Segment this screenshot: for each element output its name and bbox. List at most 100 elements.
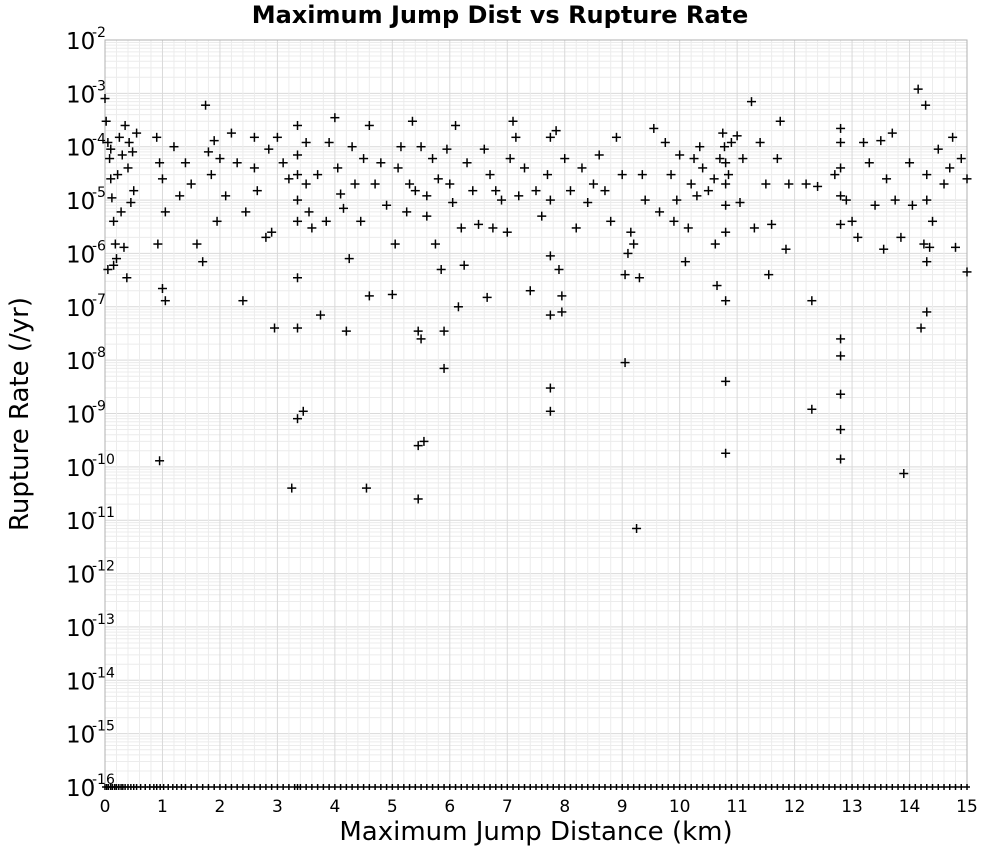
data-point bbox=[364, 120, 374, 130]
data-point bbox=[660, 137, 670, 147]
data-point bbox=[520, 163, 530, 173]
data-point bbox=[293, 170, 303, 180]
data-point bbox=[508, 116, 518, 126]
x-tick-label: 0 bbox=[100, 797, 111, 817]
y-tick-exponent: -2 bbox=[92, 25, 106, 41]
data-point bbox=[232, 158, 242, 168]
data-point bbox=[301, 137, 311, 147]
data-point bbox=[726, 137, 736, 147]
data-point bbox=[153, 239, 163, 249]
data-point bbox=[620, 358, 630, 368]
data-point bbox=[448, 198, 458, 208]
data-point bbox=[479, 144, 489, 154]
data-point bbox=[212, 216, 222, 226]
data-point bbox=[583, 198, 593, 208]
data-point bbox=[304, 207, 314, 217]
data-point bbox=[453, 302, 463, 312]
data-point bbox=[680, 257, 690, 267]
data-point bbox=[338, 203, 348, 213]
data-point bbox=[333, 163, 343, 173]
data-point bbox=[201, 100, 211, 110]
data-point bbox=[376, 158, 386, 168]
x-tick-label: 11 bbox=[726, 797, 748, 817]
data-point bbox=[913, 84, 923, 94]
data-point bbox=[545, 195, 555, 205]
data-point bbox=[738, 154, 748, 164]
data-point bbox=[623, 248, 633, 258]
data-point bbox=[640, 195, 650, 205]
data-point bbox=[545, 251, 555, 261]
data-point bbox=[836, 454, 846, 464]
data-point bbox=[111, 254, 121, 264]
y-tick-base: 10 bbox=[66, 29, 95, 55]
data-point bbox=[836, 334, 846, 344]
data-point bbox=[525, 286, 535, 296]
data-point bbox=[692, 191, 702, 201]
floor-rug bbox=[102, 784, 970, 790]
data-point bbox=[919, 239, 929, 249]
data-point bbox=[157, 284, 167, 294]
x-tick-label: 8 bbox=[559, 797, 570, 817]
data-point bbox=[462, 158, 472, 168]
y-tick-base: 10 bbox=[66, 616, 95, 642]
data-point bbox=[907, 200, 917, 210]
data-point bbox=[419, 436, 429, 446]
data-point bbox=[577, 163, 587, 173]
data-point bbox=[721, 227, 731, 237]
data-point bbox=[896, 232, 906, 242]
data-point bbox=[110, 239, 120, 249]
data-point bbox=[186, 179, 196, 189]
data-point bbox=[261, 232, 271, 242]
x-tick-label: 2 bbox=[215, 797, 226, 817]
data-point bbox=[718, 128, 728, 138]
x-tick-label: 7 bbox=[502, 797, 513, 817]
data-point bbox=[321, 216, 331, 226]
data-point bbox=[249, 132, 259, 142]
data-point bbox=[721, 158, 731, 168]
data-point bbox=[557, 291, 567, 301]
data-point bbox=[106, 174, 116, 184]
x-tick-label: 13 bbox=[841, 797, 863, 817]
y-tick-exponent: -9 bbox=[92, 399, 106, 415]
data-point bbox=[951, 242, 961, 252]
data-point bbox=[436, 264, 446, 274]
data-point bbox=[252, 186, 262, 196]
data-point bbox=[545, 310, 555, 320]
data-point bbox=[430, 239, 440, 249]
data-point bbox=[124, 137, 134, 147]
data-point bbox=[439, 363, 449, 373]
x-tick-label: 1 bbox=[157, 797, 168, 817]
data-point bbox=[241, 207, 251, 217]
data-point bbox=[278, 158, 288, 168]
data-point bbox=[307, 223, 317, 233]
data-point bbox=[109, 216, 119, 226]
data-point bbox=[709, 174, 719, 184]
data-point bbox=[922, 257, 932, 267]
data-point bbox=[565, 186, 575, 196]
data-point bbox=[488, 223, 498, 233]
data-point bbox=[298, 406, 308, 416]
data-point bbox=[249, 163, 259, 173]
y-tick-base: 10 bbox=[66, 189, 95, 215]
data-point bbox=[666, 170, 676, 180]
data-point bbox=[390, 239, 400, 249]
data-point bbox=[719, 142, 729, 152]
data-point bbox=[226, 128, 236, 138]
y-tick-base: 10 bbox=[66, 723, 95, 749]
data-point bbox=[922, 170, 932, 180]
data-point bbox=[192, 239, 202, 249]
y-tick-label: 10-3 bbox=[66, 78, 106, 108]
data-point bbox=[511, 132, 521, 142]
data-point bbox=[962, 267, 972, 277]
data-point bbox=[413, 326, 423, 336]
data-point bbox=[293, 216, 303, 226]
data-point bbox=[836, 219, 846, 229]
data-point bbox=[600, 186, 610, 196]
data-point bbox=[106, 144, 116, 154]
data-point bbox=[632, 523, 642, 533]
data-point bbox=[126, 198, 136, 208]
data-point bbox=[485, 170, 495, 180]
y-tick-label: 10-8 bbox=[66, 345, 106, 375]
y-tick-base: 10 bbox=[66, 403, 95, 429]
